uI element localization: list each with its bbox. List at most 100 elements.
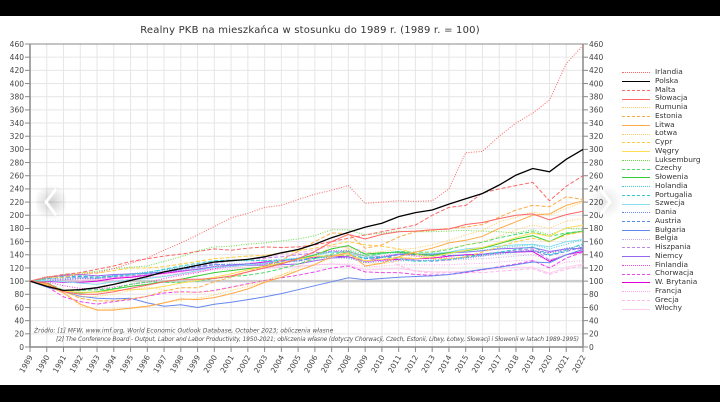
series-line-finlandia [29, 248, 584, 290]
x-tick-label: 1995 [118, 353, 135, 374]
y-tick-label-right: 460 [589, 40, 604, 49]
legend-item: Włochy [622, 303, 701, 313]
x-tick-label: 1990 [34, 353, 51, 374]
y-tick-label-left: 380 [10, 92, 25, 101]
legend-label: Słowenia [655, 172, 689, 181]
x-tick-label: 2015 [453, 353, 470, 374]
legend-item: Estonia [622, 110, 701, 121]
legend-swatch [622, 238, 650, 240]
y-tick-label-right: 440 [589, 53, 604, 62]
y-tick-label-left: 420 [10, 66, 25, 75]
y-tick-label-left: 340 [10, 119, 25, 128]
legend-label: Francja [655, 285, 682, 295]
series-line-portugalia [29, 243, 584, 282]
series-line-malta [29, 175, 584, 282]
legend-label: Austria [655, 215, 682, 225]
series-line-polska [29, 148, 584, 292]
legend-label: Czechy [655, 163, 682, 173]
x-tick-label: 2018 [503, 353, 520, 374]
legend-label: Holandia [655, 180, 688, 190]
legend-item: Łotwa [622, 128, 701, 138]
legend-label: Rumunia [655, 102, 688, 111]
x-tick-label: 2016 [470, 353, 487, 374]
source-note-1: Źródło: [1] MFW, www.imf.org, World Econ… [33, 327, 334, 335]
legend-item: Rumunia [622, 102, 701, 112]
y-tick-label-right: 200 [589, 211, 604, 220]
legend-label: Polska [655, 75, 679, 85]
y-tick-label-right: 380 [589, 92, 604, 101]
y-tick-label-right: 260 [589, 172, 604, 181]
x-tick-label: 2011 [386, 353, 403, 374]
y-tick-label-right: 100 [589, 277, 604, 286]
legend-swatch [622, 81, 650, 83]
x-tick-label: 2004 [269, 353, 286, 374]
legend-label: W. Brytania [655, 277, 698, 286]
legend-label: Litwa [655, 119, 675, 129]
legend-swatch [622, 212, 650, 214]
x-tick-label: 1997 [151, 353, 168, 374]
legend-item: Chorwacja [622, 268, 701, 278]
legend-item: Holandia [622, 180, 701, 191]
legend-swatch [622, 142, 650, 144]
y-tick-label-right: 120 [589, 264, 604, 273]
y-tick-label-left: 400 [10, 79, 25, 88]
y-tick-label-right: 140 [589, 251, 604, 260]
legend-label: Malta [655, 84, 676, 94]
y-tick-label-left: 80 [14, 290, 24, 299]
legend-label: Węgry [655, 145, 679, 155]
x-tick-label: 2020 [537, 353, 554, 374]
legend-label: Luksemburg [655, 154, 701, 164]
previous-button[interactable] [36, 182, 66, 222]
series-line-łotwa [29, 218, 584, 311]
y-tick-label-right: 240 [589, 185, 604, 194]
y-tick-label-left: 460 [10, 40, 25, 49]
series-line-litwa [29, 200, 584, 311]
chart-title: Realny PKB na mieszkańca w stosunku do 1… [140, 25, 480, 36]
legend-swatch [622, 186, 650, 188]
legend-label: Bułgaria [655, 224, 686, 234]
y-tick-label-left: 100 [10, 277, 25, 286]
x-tick-label: 1994 [101, 353, 118, 374]
next-button[interactable] [590, 182, 620, 222]
y-tick-label-right: 160 [589, 237, 604, 246]
legend-swatch [622, 291, 650, 293]
series-line-bułgaria [29, 249, 584, 309]
legend-label: Estonia [655, 110, 683, 120]
y-tick-label-left: 360 [10, 106, 25, 115]
y-tick-label-left: 140 [10, 251, 25, 260]
x-tick-label: 2012 [403, 353, 420, 374]
legend-swatch [622, 194, 650, 196]
x-tick-label: 1991 [51, 353, 68, 374]
x-tick-label: 2009 [353, 353, 370, 374]
legend-label: Szwecja [655, 198, 685, 208]
x-tick-label: 1992 [68, 353, 85, 374]
chevron-left-icon [44, 188, 58, 216]
legend-swatch [622, 98, 650, 100]
x-tick-label: 2008 [336, 353, 353, 374]
y-tick-label-right: 80 [589, 290, 599, 299]
legend-swatch [622, 124, 650, 126]
legend-swatch [622, 282, 650, 284]
legend-item: Dania [622, 207, 701, 217]
series-line-irlandia [29, 44, 584, 282]
series-line-luksemburg [29, 227, 584, 282]
y-tick-label-right: 420 [589, 66, 604, 75]
legend: Irlandia Polska Malta Słowacja Rumunia Estoni… [622, 67, 701, 313]
series-line-słowenia [29, 230, 584, 294]
x-tick-label: 2000 [202, 353, 219, 374]
legend-item: Węgry [622, 145, 701, 156]
legend-item: Niemcy [622, 251, 701, 261]
legend-item: Czechy [622, 163, 701, 173]
legend-swatch [622, 256, 650, 258]
chart-frame: Realny PKB na mieszkańca w stosunku do 1… [0, 16, 720, 385]
legend-item: W. Brytania [622, 277, 701, 287]
y-tick-label-right: 220 [589, 198, 604, 207]
series-line-rumunia [29, 201, 584, 298]
legend-swatch [622, 203, 650, 205]
y-tick-label-left: 180 [10, 224, 25, 233]
legend-label: Irlandia [655, 67, 683, 76]
series-line-czechy [29, 230, 584, 291]
legend-swatch [622, 221, 650, 223]
y-tick-label-right: 40 [589, 316, 599, 325]
